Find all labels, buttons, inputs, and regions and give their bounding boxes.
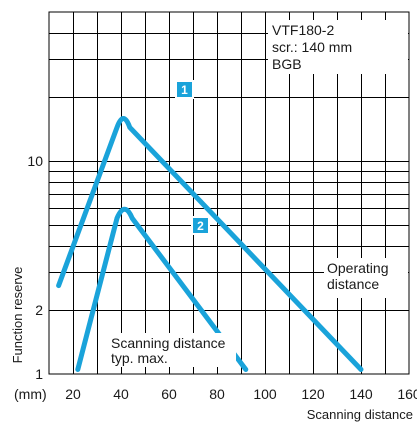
y-tick-label: 1 xyxy=(35,366,43,382)
x-tick-label: 160 xyxy=(397,386,417,402)
series-1-badge-label: 1 xyxy=(181,83,188,97)
series-2-line xyxy=(75,206,249,372)
x-tick-label: 40 xyxy=(113,386,129,402)
labels: 1 2 20 40 60 80 100 120 140 160 (mm) 1 2 10 Scanning d… xyxy=(10,20,417,422)
info-box xyxy=(268,20,408,74)
x-tick-label: 60 xyxy=(161,386,177,402)
annotation-operating-distance: Operating xyxy=(327,260,388,276)
annotation-bg xyxy=(108,333,236,367)
info-line: BGB xyxy=(272,56,302,72)
annotation-bg xyxy=(324,258,408,298)
annotation-scanning-distance: typ. max. xyxy=(111,350,168,366)
info-line: VTF180-2 xyxy=(272,22,334,38)
y-tick-label: 2 xyxy=(35,302,43,318)
x-unit-label: (mm) xyxy=(14,386,47,402)
series-2-badge-label: 2 xyxy=(197,219,204,233)
series-1-line xyxy=(56,115,364,372)
y-axis-title: Function reserve xyxy=(10,267,25,364)
series-2-badge xyxy=(191,216,210,235)
annotation-scanning-distance: Scanning distance xyxy=(111,335,226,351)
x-tick-label: 120 xyxy=(301,386,325,402)
curves xyxy=(56,115,364,372)
x-tick-label: 80 xyxy=(209,386,225,402)
x-tick-label: 100 xyxy=(253,386,277,402)
annotation-operating-distance: distance xyxy=(327,276,379,292)
series-1-badge xyxy=(175,80,194,99)
x-tick-label: 20 xyxy=(65,386,81,402)
info-line: scr.: 140 mm xyxy=(272,39,352,55)
y-tick-label: 10 xyxy=(27,153,43,169)
x-axis-title: Scanning distance xyxy=(307,407,413,422)
plot-frame xyxy=(48,11,410,375)
x-tick-label: 140 xyxy=(349,386,373,402)
